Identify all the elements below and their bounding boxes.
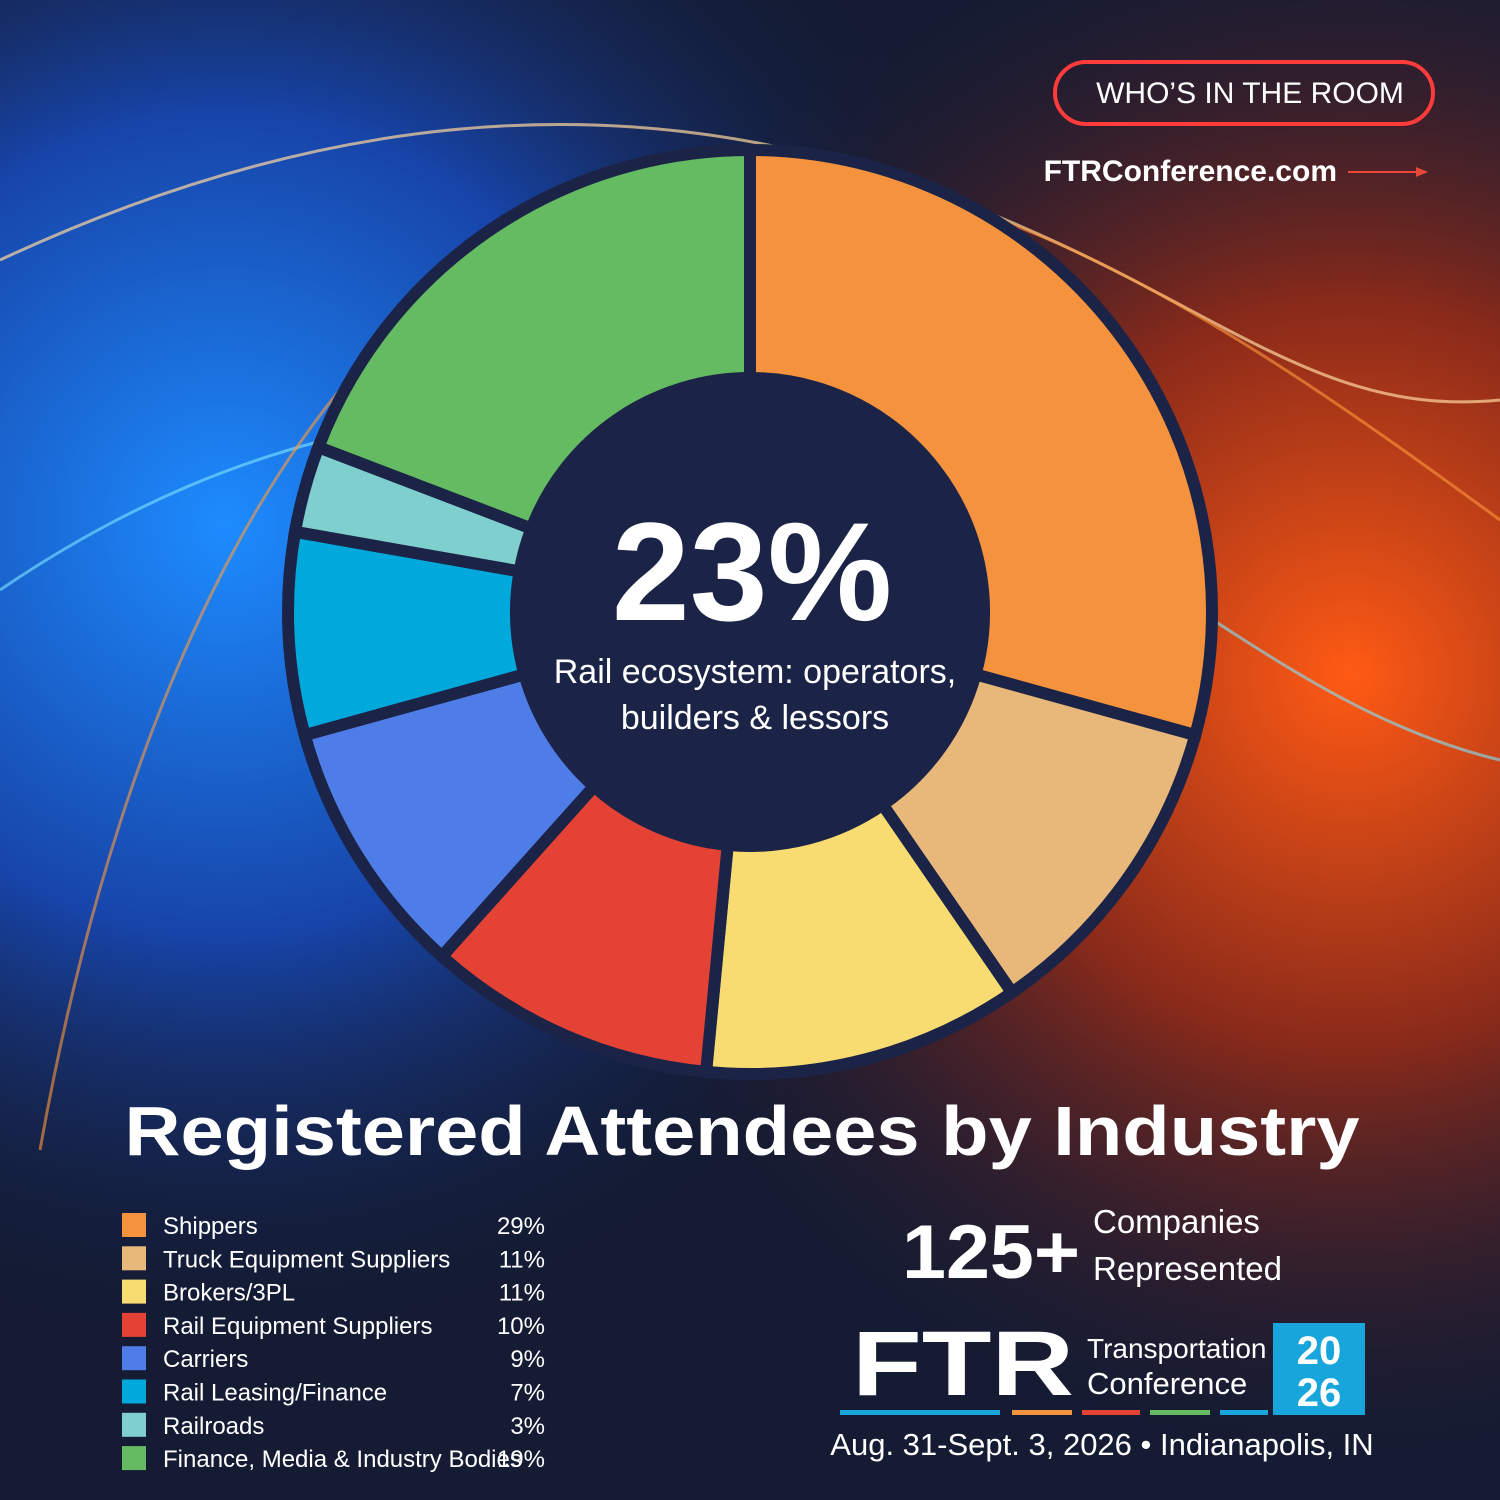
legend-label: Carriers bbox=[163, 1346, 248, 1373]
legend-swatch bbox=[122, 1346, 146, 1371]
legend-swatch bbox=[122, 1446, 146, 1471]
logo-rule bbox=[1012, 1410, 1072, 1415]
legend-value: 10% bbox=[497, 1313, 545, 1340]
logo-rule bbox=[840, 1410, 1000, 1415]
legend-swatch bbox=[122, 1379, 146, 1404]
logo-rule bbox=[1220, 1410, 1268, 1415]
donut-chart bbox=[282, 143, 1219, 1080]
legend-value: 11% bbox=[499, 1280, 545, 1307]
legend-label: Railroads bbox=[163, 1413, 264, 1440]
logo-year-box bbox=[1273, 1323, 1365, 1415]
legend-value: 29% bbox=[497, 1213, 545, 1240]
legend-swatch bbox=[122, 1246, 146, 1271]
legend-label: Finance, Media & Industry Bodies bbox=[163, 1446, 522, 1473]
legend-swatch bbox=[122, 1213, 146, 1237]
logo-year: 26 bbox=[1297, 1371, 1342, 1415]
center-caption: builders & lessors bbox=[621, 699, 889, 737]
stat-caption: Represented bbox=[1093, 1250, 1282, 1287]
logo-brand: FTR bbox=[852, 1313, 1074, 1415]
legend-label: Brokers/3PL bbox=[163, 1280, 295, 1307]
badge-text: WHO’S IN THE ROOM bbox=[1096, 77, 1404, 110]
chart-title: Registered Attendees by Industry bbox=[125, 1092, 1360, 1170]
legend: Shippers 29% Truck Equipment Suppliers 11% B… bbox=[122, 1213, 545, 1473]
logo-rule bbox=[1082, 1410, 1140, 1415]
logo-year: 20 bbox=[1297, 1329, 1342, 1373]
legend-label: Rail Equipment Suppliers bbox=[163, 1313, 432, 1340]
event-info: Aug. 31-Sept. 3, 2026 • Indianapolis, IN bbox=[830, 1427, 1373, 1462]
legend-swatch bbox=[122, 1279, 146, 1304]
legend-label: Rail Leasing/Finance bbox=[163, 1380, 387, 1407]
legend-value: 11% bbox=[499, 1246, 545, 1273]
logo-line: Conference bbox=[1087, 1366, 1247, 1401]
legend-label: Shippers bbox=[163, 1213, 258, 1240]
legend-swatch bbox=[122, 1312, 146, 1337]
legend-swatch bbox=[122, 1412, 146, 1437]
stat-caption: Companies bbox=[1093, 1203, 1260, 1240]
legend-value: 7% bbox=[510, 1380, 545, 1407]
legend-value: 9% bbox=[510, 1346, 545, 1373]
badge-frame bbox=[1053, 60, 1435, 126]
website[interactable]: FTRConference.com bbox=[1044, 155, 1337, 188]
donut-hole bbox=[516, 378, 984, 846]
legend-value: 3% bbox=[510, 1413, 545, 1440]
stat-number: 125+ bbox=[902, 1210, 1080, 1295]
center-caption: Rail ecosystem: operators, bbox=[554, 653, 957, 691]
legend-value: 19% bbox=[497, 1446, 545, 1473]
logo-rule bbox=[1150, 1410, 1210, 1415]
logo-line: Transportation bbox=[1087, 1333, 1267, 1364]
arrow-head bbox=[1416, 167, 1428, 177]
legend-label: Truck Equipment Suppliers bbox=[163, 1246, 450, 1273]
center-stat: 23% bbox=[612, 493, 892, 650]
